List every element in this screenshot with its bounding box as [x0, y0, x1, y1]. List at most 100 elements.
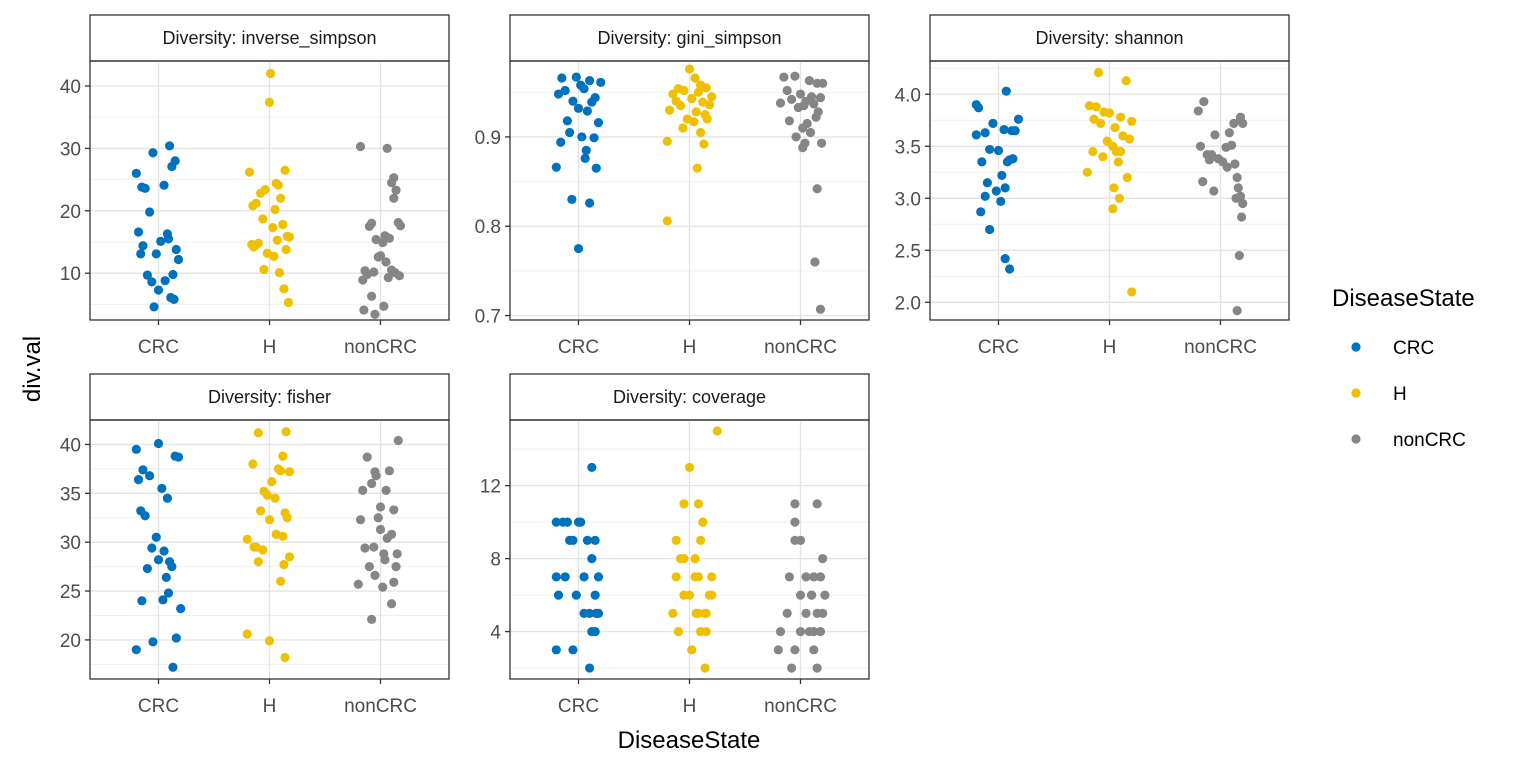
data-point-crc	[582, 106, 592, 116]
y-tick-label: 25	[60, 582, 81, 603]
data-point-crc	[591, 163, 601, 173]
y-tick-label: 4.0	[895, 85, 921, 106]
data-point-h	[278, 219, 288, 230]
data-point-h	[662, 136, 672, 146]
x-tick-label: H	[263, 337, 277, 358]
data-point-noncrc	[784, 572, 795, 582]
data-point-h	[248, 459, 258, 469]
data-point-noncrc	[795, 626, 806, 637]
data-point-crc	[551, 162, 561, 172]
data-point-noncrc	[1213, 154, 1223, 164]
data-point-noncrc	[815, 93, 826, 103]
data-point-noncrc	[818, 608, 828, 618]
data-point-noncrc	[375, 502, 386, 512]
x-tick-label: CRC	[138, 696, 179, 717]
data-point-noncrc	[818, 78, 828, 88]
data-point-crc	[571, 72, 581, 82]
data-point-h	[673, 626, 684, 637]
y-tick-label: 12	[480, 477, 501, 498]
data-point-noncrc	[381, 485, 391, 495]
data-point-crc	[587, 626, 597, 637]
data-point-h	[249, 542, 259, 552]
data-point-h	[698, 517, 708, 527]
data-point-h	[702, 114, 712, 124]
data-point-h	[1104, 108, 1115, 118]
legend-title: DiseaseState	[1332, 285, 1475, 312]
data-point-h	[272, 235, 282, 245]
data-point-noncrc	[790, 645, 800, 655]
data-point-noncrc	[1198, 177, 1208, 187]
data-point-crc	[582, 535, 592, 545]
data-point-crc	[167, 161, 177, 172]
data-point-noncrc	[1233, 183, 1243, 193]
data-point-noncrc	[815, 626, 826, 637]
data-point-h	[687, 93, 697, 104]
data-point-crc	[557, 73, 567, 83]
data-point-h	[276, 576, 286, 586]
data-point-h	[268, 223, 278, 233]
data-point-crc	[587, 97, 597, 107]
data-point-crc	[562, 517, 573, 527]
data-point-h	[1114, 193, 1125, 203]
data-point-noncrc	[801, 572, 811, 582]
data-point-noncrc	[380, 555, 390, 565]
data-point-noncrc	[392, 549, 402, 559]
facet-strip-label: Diversity: gini_simpson	[597, 28, 781, 49]
data-point-crc	[173, 452, 184, 462]
data-point-crc	[1010, 126, 1020, 136]
x-tick-label: CRC	[138, 337, 179, 358]
data-point-crc	[153, 438, 164, 449]
data-point-noncrc	[1236, 212, 1247, 222]
data-point-noncrc	[370, 570, 380, 581]
data-point-crc	[133, 227, 144, 237]
data-point-h	[258, 545, 268, 555]
data-point-crc	[1000, 183, 1010, 193]
data-point-crc	[140, 511, 150, 521]
data-point-crc	[587, 554, 597, 564]
data-point-h	[1091, 102, 1101, 112]
data-point-crc	[997, 170, 1007, 181]
data-point-crc	[585, 198, 595, 208]
data-point-noncrc	[382, 143, 392, 153]
data-point-h	[242, 629, 252, 639]
data-point-crc	[593, 118, 604, 128]
facet-strip	[89, 14, 450, 62]
data-point-noncrc	[1224, 128, 1234, 138]
legend-key-h	[1351, 388, 1361, 398]
data-point-crc	[171, 633, 181, 643]
data-point-crc	[591, 608, 601, 618]
y-tick-label: 40	[60, 77, 81, 98]
data-point-h	[284, 552, 295, 562]
facet-strip	[929, 14, 1290, 62]
data-point-h	[684, 590, 695, 600]
data-point-crc	[585, 76, 595, 86]
data-point-crc	[151, 249, 161, 259]
y-tick-label: 20	[60, 202, 81, 223]
data-point-h	[684, 462, 695, 473]
data-point-noncrc	[395, 221, 406, 231]
data-point-crc	[131, 645, 141, 655]
data-point-crc	[579, 572, 589, 582]
data-point-crc	[985, 144, 995, 155]
data-point-h	[273, 180, 283, 190]
data-point-h	[701, 608, 711, 618]
data-point-crc	[551, 517, 561, 527]
y-tick-label: 30	[60, 139, 81, 160]
data-point-crc	[982, 178, 993, 188]
data-point-crc	[160, 276, 170, 286]
data-point-noncrc	[816, 138, 827, 148]
data-point-h	[267, 476, 277, 487]
data-point-h	[280, 652, 290, 663]
data-point-h	[259, 264, 269, 275]
data-point-noncrc	[1238, 198, 1248, 209]
data-point-h	[253, 428, 263, 438]
facet-strip-label: Diversity: shannon	[1035, 28, 1183, 48]
data-point-crc	[551, 572, 561, 582]
data-point-noncrc	[1195, 141, 1206, 151]
data-point-noncrc	[784, 116, 795, 126]
data-point-crc	[573, 243, 584, 254]
facet-strip	[509, 373, 870, 421]
